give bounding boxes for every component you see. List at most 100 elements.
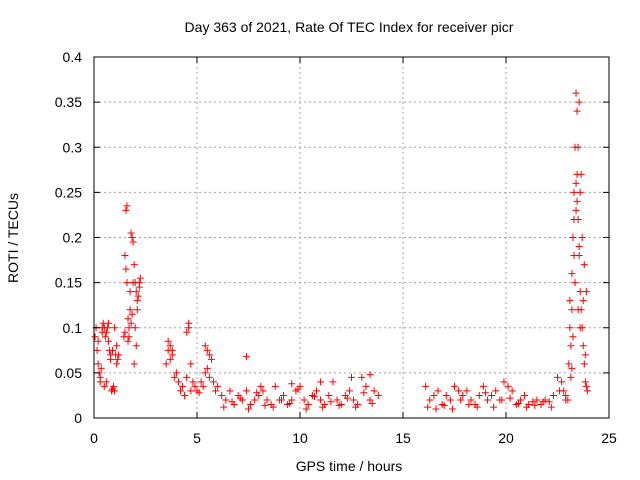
data-point (319, 403, 327, 411)
data-point (170, 373, 178, 381)
x-tick-label: 15 (395, 430, 411, 446)
data-point (121, 252, 129, 260)
data-point (362, 382, 370, 390)
data-point (164, 337, 172, 345)
data-point (129, 238, 137, 246)
data-point (492, 387, 500, 395)
data-point (567, 373, 575, 381)
data-point (122, 265, 130, 273)
chart-title: Day 363 of 2021, Rate Of TEC Index for r… (185, 19, 514, 35)
data-point (358, 373, 366, 381)
data-point (335, 401, 343, 409)
data-point (539, 398, 547, 406)
data-point (103, 324, 111, 332)
data-point (134, 292, 142, 300)
data-point (96, 378, 104, 386)
data-point (123, 279, 131, 287)
data-point (130, 360, 138, 368)
data-point (130, 261, 138, 269)
data-point (98, 328, 106, 336)
data-point (203, 346, 211, 354)
data-point (183, 328, 191, 336)
data-point (360, 389, 368, 397)
plot-frame (93, 56, 610, 419)
data-point (94, 360, 102, 368)
data-point (226, 387, 234, 395)
data-point (205, 351, 213, 359)
data-point (583, 387, 591, 395)
data-point (569, 333, 577, 341)
x-tick-label: 5 (193, 430, 201, 446)
data-point (131, 324, 139, 332)
data-point (566, 297, 574, 305)
data-point (529, 398, 537, 406)
data-point (300, 396, 308, 404)
data-point (506, 394, 514, 402)
data-point (498, 396, 506, 404)
data-point (432, 405, 440, 413)
data-point (576, 188, 584, 196)
data-point (579, 297, 587, 305)
data-point (459, 391, 467, 399)
data-point (516, 396, 524, 404)
data-point (350, 396, 358, 404)
data-point (430, 391, 438, 399)
data-point (242, 353, 250, 361)
data-point (124, 337, 132, 345)
y-tick-label: 0.1 (63, 320, 83, 336)
data-point (500, 378, 508, 386)
data-point (168, 346, 176, 354)
data-point (451, 382, 458, 390)
data-point (523, 403, 531, 411)
data-point (263, 396, 271, 404)
data-point (271, 382, 279, 390)
data-point (581, 378, 589, 386)
data-point (514, 400, 522, 408)
data-point (106, 355, 114, 363)
data-point (114, 355, 122, 363)
data-marks (91, 89, 591, 413)
x-axis-label: GPS time / hours (296, 458, 403, 474)
data-point (109, 346, 117, 354)
data-point (575, 98, 583, 106)
data-point (133, 306, 141, 314)
data-point (558, 378, 566, 386)
data-point (93, 346, 101, 354)
data-point (582, 288, 590, 296)
data-point (294, 385, 302, 393)
data-point (220, 403, 228, 411)
data-point (531, 401, 539, 409)
data-point (549, 391, 557, 399)
data-point (463, 387, 471, 395)
data-point (581, 351, 589, 359)
data-point (261, 401, 269, 409)
data-point (201, 369, 209, 377)
y-tick-label: 0.4 (63, 49, 83, 65)
data-point (521, 391, 529, 399)
data-point (576, 324, 584, 332)
data-point (352, 403, 360, 411)
data-point (304, 400, 312, 408)
data-point (205, 373, 213, 381)
data-point (329, 378, 337, 386)
data-point (533, 396, 541, 404)
data-point (123, 202, 131, 210)
data-point (197, 378, 205, 386)
data-point (442, 391, 450, 399)
data-point (554, 373, 561, 381)
data-point (94, 337, 102, 345)
data-point (562, 391, 570, 399)
data-point (259, 387, 267, 395)
data-point (582, 382, 590, 390)
y-tick-label: 0.05 (55, 365, 82, 381)
data-point (568, 270, 576, 278)
data-point (366, 371, 374, 379)
data-point (564, 396, 572, 404)
data-point (448, 405, 456, 413)
data-point (127, 319, 135, 327)
data-point (569, 234, 577, 241)
data-point (135, 283, 143, 291)
data-point (177, 387, 185, 395)
data-point (302, 405, 310, 413)
data-point (560, 387, 568, 395)
